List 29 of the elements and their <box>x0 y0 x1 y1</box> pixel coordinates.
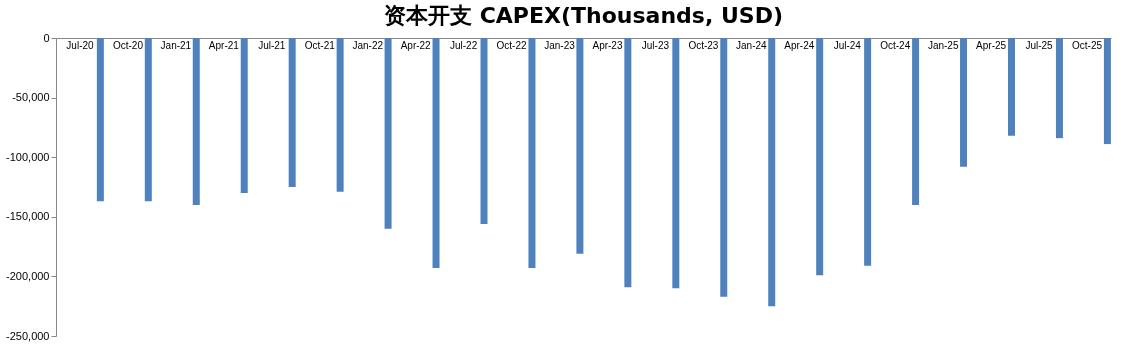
x-tick-label: Jul-22 <box>449 39 478 51</box>
y-tick-label: 0 <box>43 31 50 44</box>
y-tick-label: -200,000 <box>6 269 50 282</box>
x-tick-label: Jan-21 <box>160 39 192 51</box>
x-tick-label: Apr-24 <box>784 39 815 51</box>
x-tick-label: Oct-23 <box>688 39 719 51</box>
x-tick-label: Jul-25 <box>1025 39 1054 51</box>
chart-title: 资本开支 CAPEX(Thousands, USD) <box>384 3 783 28</box>
x-tick-label: Oct-21 <box>304 39 336 51</box>
x-tick-label: Oct-25 <box>1072 39 1103 51</box>
y-tick-label: -150,000 <box>6 210 50 223</box>
x-tick-label: Oct-24 <box>880 39 911 51</box>
x-tick-label: Oct-20 <box>112 39 144 51</box>
x-tick-label: Jan-22 <box>352 39 384 51</box>
x-tick-label: Apr-23 <box>592 39 623 51</box>
x-tick-label: Jul-20 <box>66 39 95 51</box>
x-tick-label: Jan-23 <box>544 39 576 51</box>
y-tick-label: -50,000 <box>12 91 50 104</box>
x-tick-label: Oct-22 <box>496 39 528 51</box>
x-tick-label: Apr-25 <box>976 39 1007 51</box>
x-tick-label: Jul-21 <box>258 39 286 51</box>
x-tick-label: Apr-21 <box>208 39 240 51</box>
y-tick-label: -100,000 <box>6 150 50 163</box>
x-tick-label: Jul-23 <box>641 39 670 51</box>
y-tick-label: -250,000 <box>6 329 50 342</box>
x-tick-label: Jul-24 <box>833 39 862 51</box>
x-tick-label: Jan-24 <box>736 39 768 51</box>
x-tick-label: Apr-22 <box>400 39 432 51</box>
x-tick-label: Jan-25 <box>927 39 959 51</box>
